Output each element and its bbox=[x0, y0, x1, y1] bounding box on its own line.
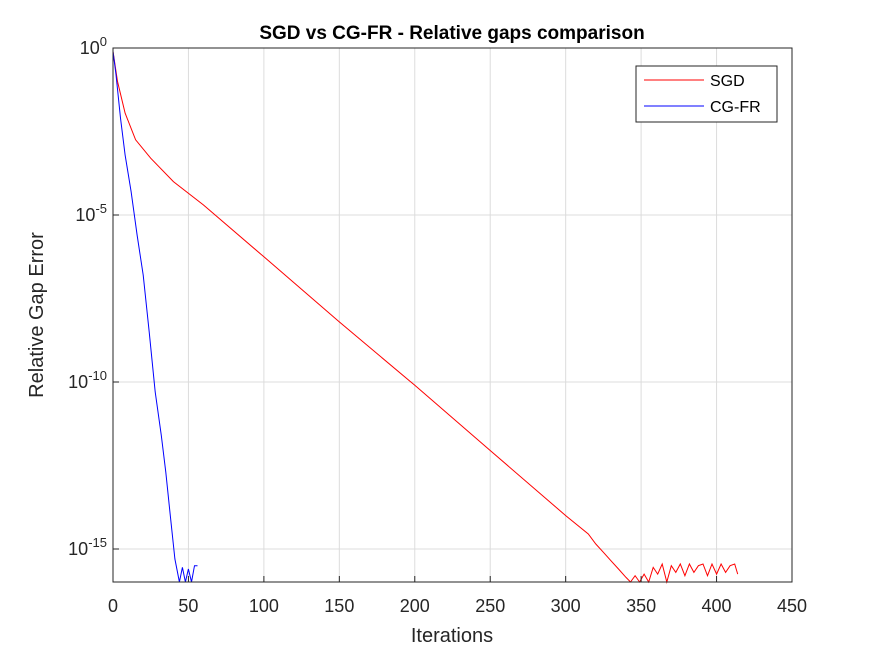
x-tick-label: 100 bbox=[249, 596, 279, 616]
chart-title: SGD vs CG-FR - Relative gaps comparison bbox=[259, 23, 644, 44]
legend-label-cgfr: CG-FR bbox=[710, 99, 761, 116]
y-tick-base: 10 bbox=[68, 539, 88, 559]
grid bbox=[113, 48, 792, 582]
y-tick-label: 10-15 bbox=[68, 535, 107, 559]
plot-frame bbox=[112, 47, 793, 583]
y-tick-base: 10 bbox=[68, 372, 88, 392]
x-axis-label: Iterations bbox=[411, 625, 493, 647]
x-tick-label: 300 bbox=[551, 596, 581, 616]
x-tick-labels: 0 50 100 150 200 250 300 350 400 450 bbox=[108, 576, 807, 616]
y-tick-label: 10-5 bbox=[75, 201, 107, 225]
y-tick-exponent: -5 bbox=[95, 201, 107, 216]
plot-area bbox=[113, 48, 792, 582]
x-tick-label: 450 bbox=[777, 596, 807, 616]
y-tick-exponent: -15 bbox=[88, 535, 107, 550]
x-tick-label: 250 bbox=[475, 596, 505, 616]
y-tick-exponent: 0 bbox=[100, 34, 107, 49]
y-tick-base: 10 bbox=[80, 38, 100, 58]
y-tick-base: 10 bbox=[75, 205, 95, 225]
series-line-sgd bbox=[112, 51, 739, 584]
y-axis-label: Relative Gap Error bbox=[26, 232, 48, 398]
x-tick-label: 0 bbox=[108, 596, 118, 616]
y-tick-exponent: -10 bbox=[88, 368, 107, 383]
x-tick-label: 150 bbox=[324, 596, 354, 616]
x-tick-label: 50 bbox=[178, 596, 198, 616]
x-tick-label: 400 bbox=[702, 596, 732, 616]
series-layer bbox=[112, 51, 739, 584]
legend-box bbox=[635, 65, 778, 123]
y-tick-label: 100 bbox=[80, 34, 107, 58]
y-tick-label: 10-10 bbox=[68, 368, 107, 392]
legend-label-sgd: SGD bbox=[710, 73, 745, 90]
legend: SGD CG-FR bbox=[635, 65, 778, 123]
x-tick-label: 200 bbox=[400, 596, 430, 616]
series-line-cg-fr bbox=[112, 51, 198, 583]
x-tick-label: 350 bbox=[626, 596, 656, 616]
